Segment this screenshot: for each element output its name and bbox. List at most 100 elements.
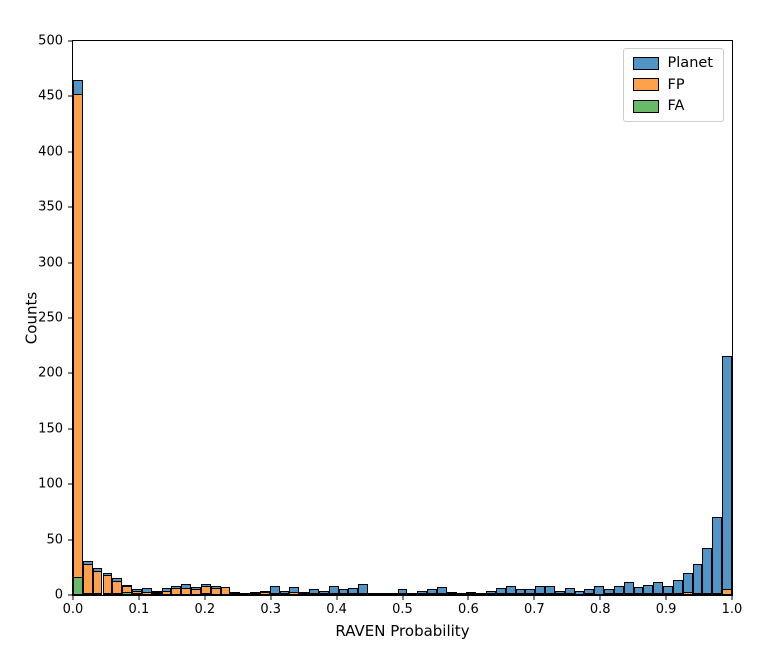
histogram-bar-fp	[368, 593, 378, 595]
histogram-bar-fp	[495, 593, 506, 595]
y-tick-mark	[68, 317, 73, 319]
histogram-bar-fp	[377, 593, 388, 595]
histogram-bar-fp	[672, 593, 683, 595]
histogram-bar-fp	[692, 593, 703, 595]
y-tick-label: 0	[54, 587, 63, 603]
histogram-bar-fp	[643, 592, 654, 595]
histogram-bar-fp	[328, 592, 339, 595]
y-tick-label: 500	[38, 33, 63, 49]
histogram-bar-planet	[456, 592, 467, 595]
histogram-bar-fa	[73, 577, 83, 595]
histogram-bar-fp	[545, 593, 555, 595]
y-tick-mark	[68, 483, 73, 485]
plot-area: 0.0 0.1 0.2 0.3 0.4 0.5 0.6 0.7 0.8 0.9 1.0 0 50 100 1…	[22, 35, 742, 641]
y-tick-mark	[68, 372, 73, 374]
histogram-bar-fp	[417, 593, 428, 595]
histogram-bar-fp	[466, 593, 477, 595]
legend-item-fa: FA	[632, 98, 713, 114]
histogram-bar-fp	[171, 588, 182, 595]
x-tick-label: 0.3	[260, 602, 282, 617]
histogram-bar-fp	[181, 588, 192, 595]
legend-item-fp: FP	[632, 77, 713, 93]
x-tick-mark	[72, 595, 74, 600]
histogram-bar-planet	[407, 592, 418, 595]
histogram-bar-fa	[200, 593, 211, 595]
histogram-bar-fa	[269, 593, 280, 595]
histogram-bar-fp	[682, 591, 693, 595]
histogram-bar-fp	[230, 592, 241, 595]
y-tick-label: 350	[38, 199, 63, 215]
legend-patch-fp	[632, 78, 659, 92]
histogram-bar-fp	[712, 592, 723, 595]
histogram-bar-fa	[92, 593, 103, 595]
histogram-bar-planet	[692, 563, 703, 595]
y-tick-mark	[68, 151, 73, 153]
x-tick-mark	[402, 595, 403, 600]
histogram-bar-fp	[397, 593, 408, 595]
y-tick-mark	[68, 206, 73, 208]
histogram-bar-fp	[358, 593, 369, 595]
legend-item-planet: Planet	[632, 55, 713, 71]
x-tick-label: 1.0	[721, 602, 743, 617]
x-tick-mark	[270, 595, 272, 600]
x-tick-mark	[533, 595, 535, 600]
y-tick-mark	[68, 95, 73, 97]
histogram-bar-fp	[663, 592, 673, 595]
histogram-bar-fp	[564, 593, 575, 595]
histogram-bar-fa	[122, 591, 132, 595]
histogram-bar-planet	[712, 517, 723, 595]
histogram-bar-fp	[584, 593, 595, 595]
x-tick-mark	[138, 595, 140, 600]
histogram-bar-fp	[722, 589, 732, 595]
x-tick-mark	[665, 595, 667, 600]
histogram-bar-fp	[82, 563, 93, 595]
x-tick-mark	[599, 595, 601, 600]
histogram-bar-fp	[633, 593, 644, 595]
x-tick-mark	[336, 595, 338, 600]
histogram-bar-planet	[702, 548, 713, 595]
y-tick-label: 250	[38, 310, 63, 326]
y-tick-mark	[68, 262, 73, 264]
histogram-bar-fp	[92, 570, 103, 595]
y-tick-label: 200	[38, 365, 63, 381]
histogram-bar-fp	[525, 593, 536, 595]
x-tick-label: 0.6	[458, 602, 479, 617]
legend-label-planet: Planet	[667, 55, 713, 71]
y-tick-mark	[68, 594, 73, 596]
histogram-bar-fp	[554, 593, 565, 595]
y-axis-label: Counts	[22, 291, 40, 345]
legend: Planet FP FA	[622, 48, 724, 122]
y-tick-mark	[68, 40, 73, 42]
histogram-bar-fp	[623, 593, 634, 595]
y-tick-label: 300	[38, 255, 63, 271]
histogram-bar-fa	[151, 593, 162, 595]
histogram-bar-fp	[515, 593, 526, 595]
x-tick-label: 0.4	[326, 602, 347, 617]
histogram-bar-fp	[613, 592, 624, 595]
histogram-bar-fp	[604, 593, 614, 595]
y-tick-label: 50	[46, 532, 63, 548]
histogram-bar-planet	[594, 586, 605, 595]
x-tick-label: 0.8	[589, 602, 611, 617]
x-axis-label: RAVEN Probability	[335, 622, 470, 640]
histogram-bar-fp	[653, 593, 664, 595]
x-tick-label: 0.5	[392, 602, 413, 617]
histogram-bar-fa	[82, 592, 93, 595]
histogram-bar-fp	[338, 593, 349, 595]
histogram-bar-fp	[191, 589, 201, 595]
y-tick-label: 450	[38, 88, 63, 104]
legend-label-fa: FA	[667, 98, 685, 114]
histogram-bar-planet	[574, 590, 585, 595]
x-tick-label: 0.7	[523, 602, 545, 617]
y-tick-label: 100	[38, 476, 63, 492]
x-tick-label: 0.2	[194, 602, 216, 617]
x-tick-mark	[731, 595, 733, 600]
histogram-bar-fp	[279, 592, 290, 595]
histogram-bar-fa	[132, 593, 142, 595]
y-tick-mark	[68, 428, 73, 430]
histogram-bar-fp	[141, 591, 152, 595]
histogram-bar-planet	[722, 355, 732, 595]
x-tick-mark	[204, 595, 206, 600]
y-tick-label: 150	[38, 421, 63, 437]
legend-patch-fa	[632, 99, 659, 113]
